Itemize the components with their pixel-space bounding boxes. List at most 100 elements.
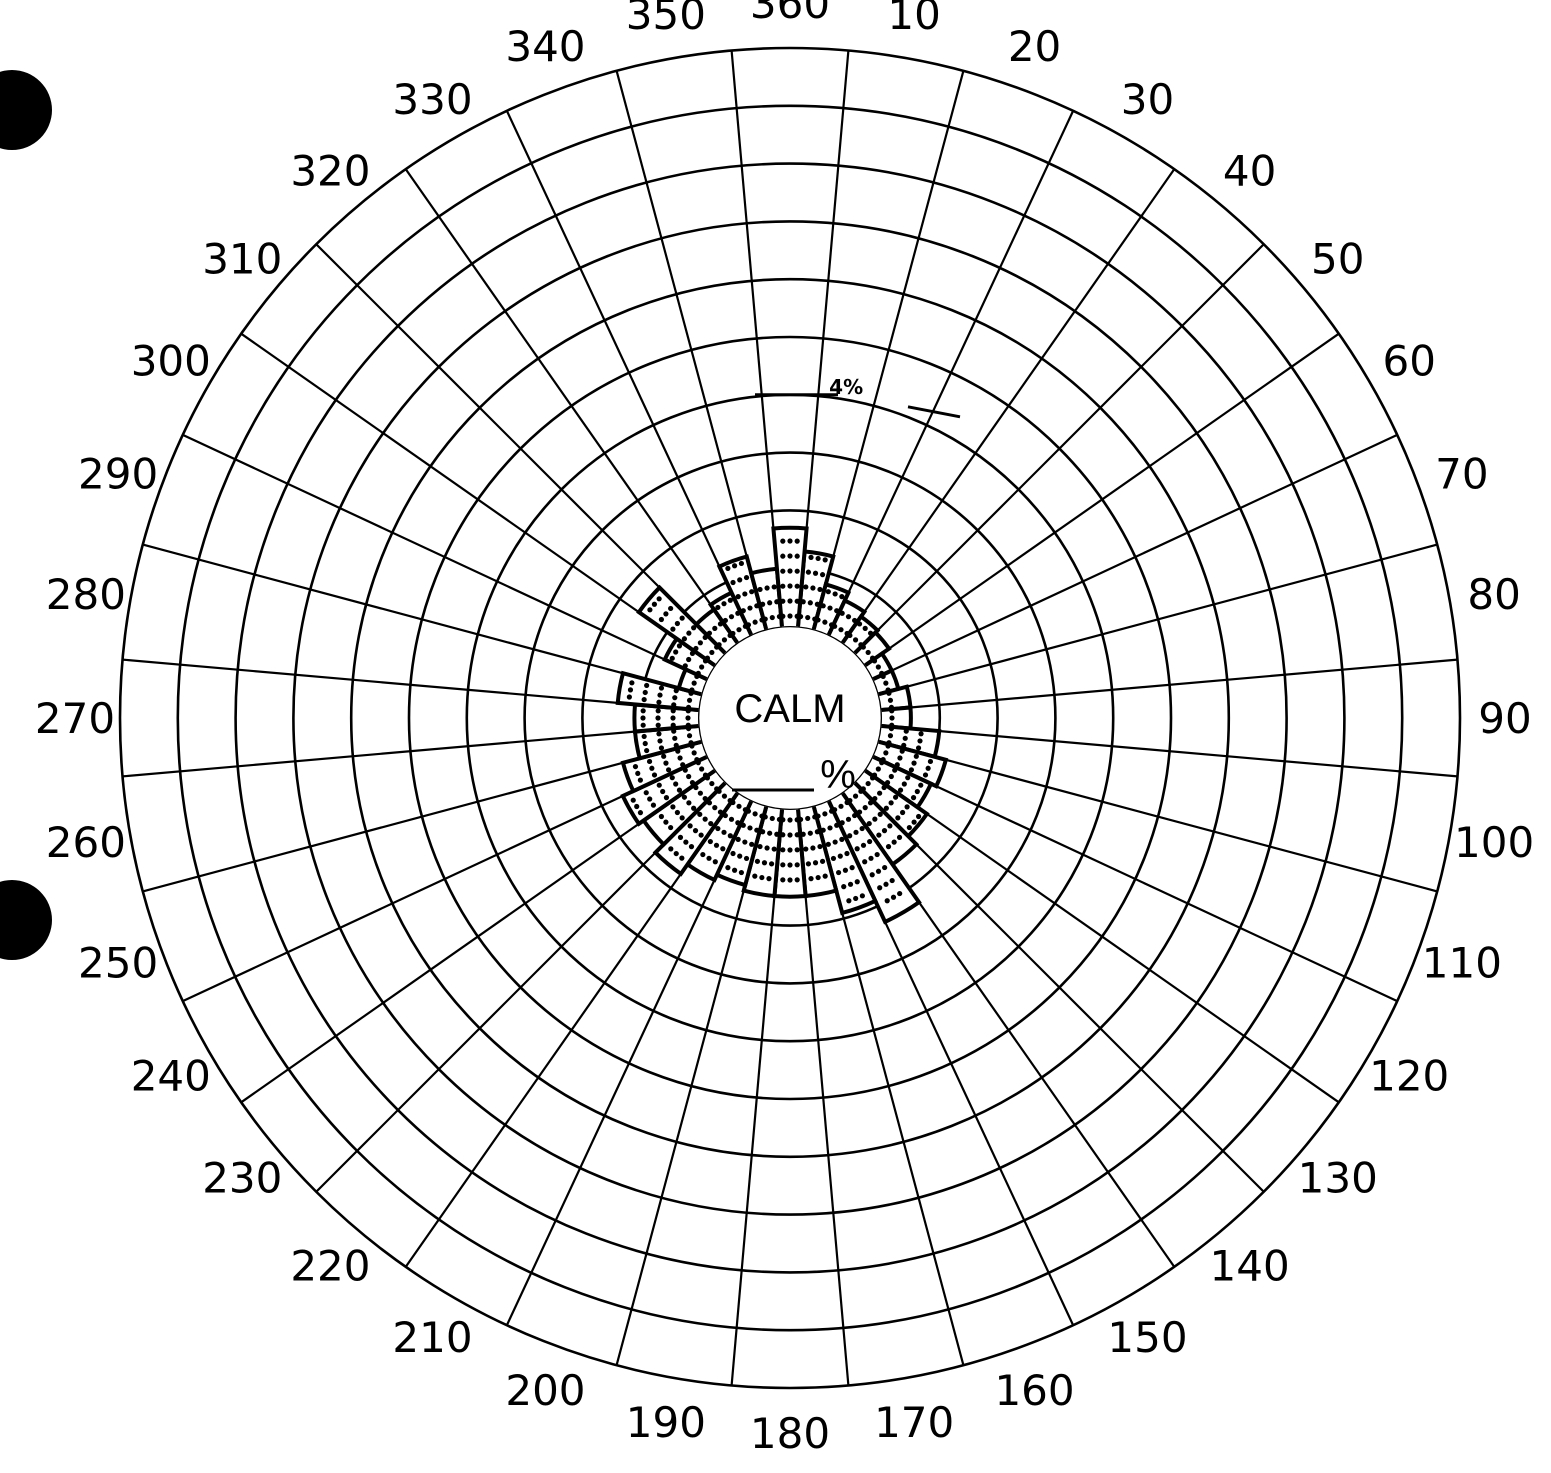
bar-stipple-dot <box>672 735 678 741</box>
bar-stipple-dot <box>780 862 786 868</box>
bar-310 <box>636 584 727 667</box>
bar-stipple-dot <box>697 640 703 646</box>
bar-outline <box>827 597 868 644</box>
bar-outline <box>741 806 784 899</box>
bar-stipple-dot <box>668 605 674 612</box>
bar-stipple-dot <box>810 845 816 851</box>
bar-stipple-dot <box>853 895 859 902</box>
bar-fill <box>878 726 940 757</box>
bar-stipple-dot <box>902 735 908 741</box>
bar-stipple-dot <box>647 607 653 613</box>
tick-label-320: 320 <box>290 146 370 195</box>
bar-stipple-dot <box>727 597 733 603</box>
tick-label-350: 350 <box>626 0 706 39</box>
bar-fill <box>687 793 752 880</box>
bar-stipple-dot <box>827 605 833 611</box>
bar-stipple-dot <box>764 845 770 851</box>
bar-stipple-dot <box>743 574 750 581</box>
bar-stipple-dot <box>677 834 684 840</box>
bar-stipple-dot <box>742 839 748 845</box>
bar-stipple-dot <box>819 572 826 578</box>
bar-stipple-dot <box>656 596 662 602</box>
bar-stipple-dot <box>673 781 679 787</box>
punch-hole-bottom <box>0 880 52 960</box>
bar-stipple-dot <box>738 869 745 876</box>
bar-stipple-dot <box>883 750 889 756</box>
grid-spoke <box>812 70 965 630</box>
bar-stipple-dot <box>847 833 853 839</box>
bar-stipple-dot <box>731 563 738 569</box>
tick-label-20: 20 <box>1008 22 1061 71</box>
bar-stipple-dot <box>837 853 843 859</box>
tick-label-110: 110 <box>1422 939 1502 988</box>
bar-stipple-dot <box>839 594 845 600</box>
bar-stipple-dot <box>803 584 809 590</box>
bar-stipple-dot <box>827 825 833 831</box>
bar-stipple-dot <box>634 803 640 810</box>
bar-stipple-dot <box>817 843 823 850</box>
bar-stipple-dot <box>655 715 661 721</box>
bar-stipple-dot <box>747 605 753 611</box>
grid-spoke <box>872 755 1398 1003</box>
grid-spoke <box>864 332 1340 667</box>
bar-stipple-dot <box>742 591 748 597</box>
bar-stipple-dot <box>888 800 894 806</box>
tick-label-30: 30 <box>1121 75 1174 124</box>
bar-stipple-dot <box>883 881 889 887</box>
bar-stipple-dot <box>808 554 814 560</box>
bar-stipple-dot <box>911 819 917 825</box>
bar-stipple-dot <box>672 695 678 701</box>
bar-fill <box>774 809 806 897</box>
tick-label-250: 250 <box>78 939 158 988</box>
bar-stipple-dot <box>847 881 854 887</box>
bar-stipple-dot <box>669 775 675 781</box>
bar-stipple-dot <box>805 569 812 575</box>
grid-spoke <box>881 658 1458 712</box>
bar-stipple-dot <box>752 619 758 625</box>
bar-stipple-dot <box>849 865 855 871</box>
bar-180 <box>772 809 808 899</box>
bar-stipple-dot <box>658 745 665 751</box>
bar-stipple-dot <box>673 850 679 857</box>
bar-stipple-dot <box>627 687 634 693</box>
bar-fill <box>881 707 911 729</box>
bar-160 <box>811 800 878 916</box>
bar-stipple-dot <box>640 722 646 728</box>
bar-stipple-dot <box>780 553 786 559</box>
bar-stipple-dot <box>635 770 641 777</box>
bar-stipple-dot <box>844 850 850 857</box>
grid-spoke <box>240 769 716 1104</box>
bar-stipple-dot <box>877 811 883 817</box>
grid-ring <box>407 335 1173 1101</box>
bar-outline <box>841 613 881 655</box>
bar-outline <box>811 800 878 916</box>
bar-stipple-dot <box>825 589 831 595</box>
bar-250 <box>620 739 708 794</box>
bar-stipple-dot <box>780 583 786 589</box>
bar-stipple-dot <box>752 873 758 879</box>
bar-stipple-dot <box>767 600 773 606</box>
bar-stipple-dot <box>700 851 706 858</box>
bar-stipple-dot <box>768 861 775 867</box>
bar-stipple-dot <box>794 877 800 883</box>
bar-stipple-dot <box>677 755 683 761</box>
bar-stipple-dot <box>637 810 644 816</box>
bar-stipple-dot <box>883 805 889 811</box>
bar-outline <box>716 554 769 636</box>
bar-stipple-dot <box>830 855 837 862</box>
bar-stipple-dot <box>757 843 763 850</box>
bar-stipple-dot <box>699 664 705 670</box>
bar-stipple-dot <box>822 557 828 563</box>
bar-stipple-dot <box>688 843 695 850</box>
bar-fill <box>716 801 767 886</box>
grid-spoke <box>872 433 1398 681</box>
bar-110 <box>872 739 949 789</box>
bar-stipple-dot <box>738 560 745 567</box>
bar-stipple-dot <box>697 811 703 817</box>
bar-stipple-dot <box>862 805 868 811</box>
bar-stipple-dot <box>681 794 688 800</box>
grid-ring <box>118 46 1462 1390</box>
bar-stipple-dot <box>679 615 685 621</box>
bar-stipple-dot <box>885 843 892 850</box>
